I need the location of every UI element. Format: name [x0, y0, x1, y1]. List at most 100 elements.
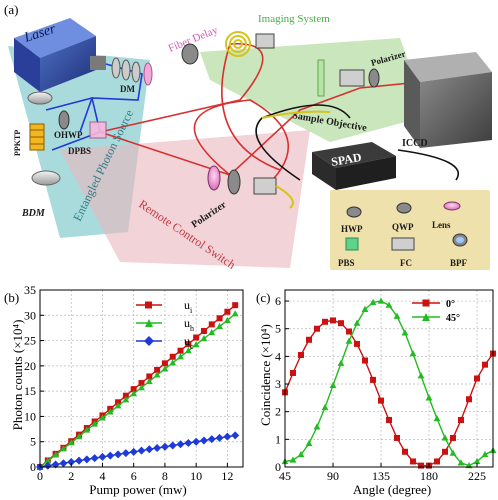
c-series-0-point — [330, 317, 336, 324]
c-series-0-point — [362, 357, 368, 364]
chart-c-frame — [284, 289, 494, 468]
b-series-1-point — [130, 390, 138, 397]
dm-label: DM — [120, 84, 135, 94]
c-series-1-point — [393, 312, 401, 319]
b-series-0-point — [138, 380, 145, 387]
spad-label: SPAD — [330, 150, 363, 169]
svg-text:uc: uc — [184, 334, 194, 351]
c-ytick-label: 0 — [275, 460, 281, 474]
c-series-0-point — [346, 328, 352, 335]
svg-text:0°: 0° — [446, 299, 455, 310]
chart-c-legend: 0° 45° — [412, 299, 460, 324]
c-series-1-point — [377, 297, 385, 304]
component-legend: HWP QWP Lens PBS FC BPF — [338, 201, 468, 268]
c-series-1-point — [385, 301, 393, 308]
spad-detector: SPAD — [255, 104, 459, 190]
c-series-0-point — [386, 416, 392, 423]
b-xtick-label: 8 — [162, 469, 168, 483]
c-series-1-point — [473, 457, 481, 465]
c-series-1-point — [417, 372, 425, 379]
b-series-2-point — [223, 432, 232, 441]
lens-group — [111, 57, 141, 83]
sample-slide — [317, 59, 325, 97]
chart-c-ylabel: Coincidence (×10⁴) — [258, 324, 273, 426]
c-series-1-point — [361, 305, 369, 312]
b-series-2-point — [137, 446, 146, 455]
c-ytick-label: 2 — [275, 405, 281, 419]
imaging-system-region — [200, 38, 428, 142]
c-series-1-point — [409, 350, 417, 357]
c-series-1-point — [401, 329, 409, 336]
b-ytick-label: 20 — [24, 359, 36, 373]
b-series-0-point — [177, 347, 184, 354]
c-series-1-point — [305, 439, 313, 447]
c-xtick-label: 135 — [372, 469, 390, 483]
b-series-1-point — [60, 445, 67, 452]
signal-beam-loop — [193, 99, 289, 191]
c-series-0-point — [442, 448, 448, 455]
b-ytick-label: 35 — [24, 283, 36, 297]
c-xtick-label: 45 — [279, 469, 291, 483]
c-series-0-point — [402, 448, 408, 455]
chart-b-ticks: 0 2 4 6 8 10 12 0 5 10 15 20 25 30 35 — [24, 283, 233, 483]
svg-text:45°: 45° — [446, 313, 460, 324]
b-series-2-point — [75, 456, 84, 465]
c-series-1-point — [433, 415, 441, 422]
b-series-1-point — [44, 457, 52, 464]
c-series-1-point — [329, 381, 337, 389]
ohwp-label: OHWP — [54, 130, 83, 140]
c-ytick-label: 5 — [275, 322, 281, 336]
c-series-1-point — [353, 319, 361, 326]
b-series-0-point — [208, 321, 215, 328]
c-ytick-label: 1 — [275, 432, 281, 446]
c-series-0-line — [284, 319, 494, 467]
b-series-1-point — [83, 426, 91, 433]
panel-a-label: (a) — [4, 2, 18, 17]
c-series-1-point — [297, 450, 305, 458]
b-series-0-point — [193, 334, 200, 341]
fc-legend-label: FC — [400, 258, 412, 268]
b-xtick-label: 10 — [190, 469, 202, 483]
b-series-1-point — [161, 365, 169, 372]
b-series-2-point — [129, 447, 138, 456]
b-series-2-point — [192, 437, 201, 446]
b-series-2-point — [168, 441, 177, 450]
b-ytick-label: 15 — [24, 384, 36, 398]
b-series-1-point — [200, 334, 208, 342]
panel-b-label: (b) — [4, 290, 19, 305]
chart-b-legend: ui uh uc — [136, 298, 194, 351]
chart-c-gridlines — [284, 290, 493, 468]
b-ytick-label: 5 — [30, 435, 36, 449]
b-series-0-point — [185, 341, 192, 348]
b-series-2-point — [231, 431, 240, 440]
b-series-2-point — [51, 460, 60, 469]
b-series-1-point — [122, 396, 130, 403]
b-series-1-point — [114, 402, 122, 409]
ppktp-label: PPKTP — [13, 130, 22, 156]
c-series-1-point — [425, 394, 433, 401]
b-series-2-point — [106, 451, 115, 460]
c-series-1-point — [345, 337, 353, 344]
b-series-2-point — [114, 450, 123, 459]
b-series-1-point — [106, 408, 114, 415]
b-xtick-label: 6 — [131, 469, 137, 483]
iccd-camera: ICCD — [402, 52, 492, 149]
svg-text:uh: uh — [184, 316, 194, 333]
b-series-2-point — [184, 438, 193, 447]
c-series-0-point — [474, 375, 480, 382]
chart-b-plot — [36, 302, 240, 471]
laser: Laser — [14, 18, 106, 92]
b-xtick-label: 12 — [221, 469, 233, 483]
c-series-0-point — [394, 434, 400, 441]
legend-series-0deg: 0° — [412, 299, 455, 310]
legend-series-45deg: 45° — [412, 313, 460, 324]
c-series-1-point — [369, 298, 377, 306]
svg-text:ui: ui — [184, 298, 193, 315]
c-ytick-label: 4 — [275, 349, 281, 363]
c-series-1-point — [313, 423, 321, 430]
b-ytick-label: 0 — [30, 460, 36, 474]
chart-c-xlabel: Angle (degree) — [353, 482, 431, 497]
b-series-1-point — [138, 384, 145, 391]
b-ytick-label: 30 — [24, 308, 36, 322]
